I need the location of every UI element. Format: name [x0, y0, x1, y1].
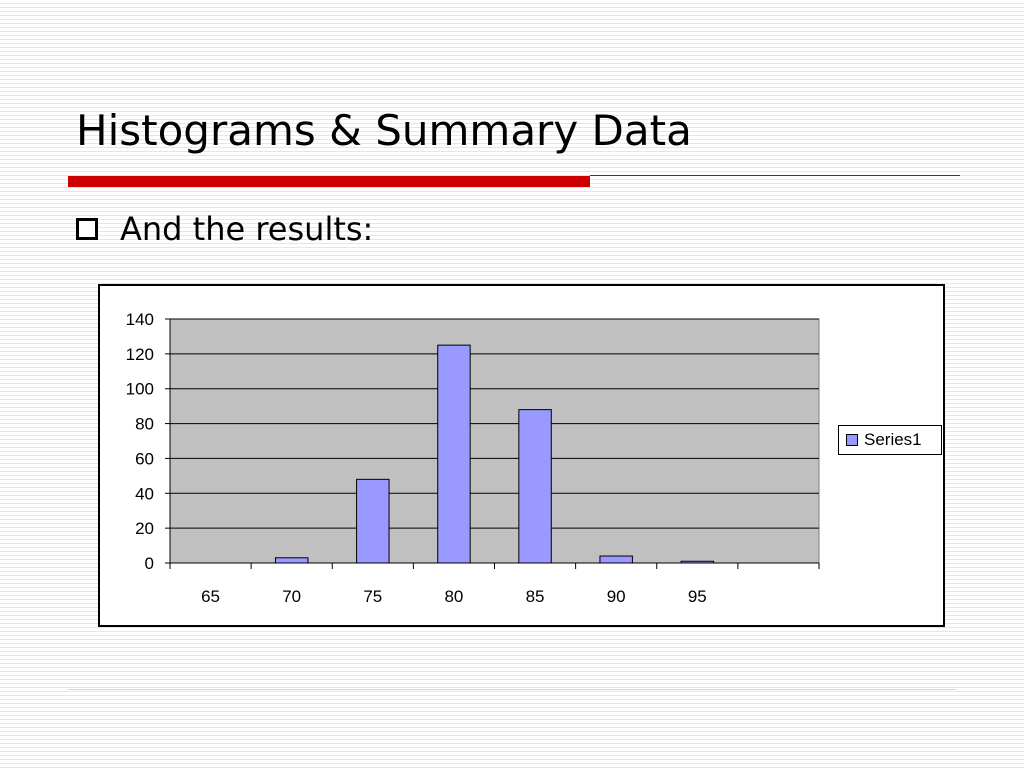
- y-tick-label: 20: [135, 519, 154, 538]
- slide-title: Histograms & Summary Data: [76, 106, 692, 155]
- histogram-chart: 0 20 40 60 80 100 120 140 65 70 75 80 85 90 95: [126, 310, 820, 606]
- plot-area: [169, 318, 820, 564]
- legend-label: Series1: [864, 430, 922, 449]
- bar: [356, 478, 390, 564]
- bullet-square-icon: [76, 218, 98, 240]
- title-underline-thin: [590, 175, 960, 176]
- title-underline-accent: [68, 176, 590, 187]
- y-tick-label: 60: [135, 449, 154, 468]
- y-tick-label: 40: [135, 484, 154, 503]
- bullet-text: And the results:: [120, 210, 374, 248]
- y-tick-label: 80: [135, 415, 154, 434]
- y-tick-label: 120: [126, 345, 154, 364]
- bar: [680, 560, 715, 564]
- x-tick-label: 85: [526, 587, 545, 606]
- bar: [518, 409, 552, 564]
- bar: [437, 344, 471, 564]
- x-tick-label: 80: [444, 587, 463, 606]
- chart-legend: Series1: [838, 425, 942, 455]
- footer-rule: [68, 689, 956, 690]
- bar: [599, 555, 633, 564]
- chart-frame: 0 20 40 60 80 100 120 140 65 70 75 80 85 90 95 Series1: [98, 284, 945, 627]
- x-tick-label: 70: [282, 587, 301, 606]
- x-tick-label: 95: [688, 587, 707, 606]
- x-tick-label: 90: [607, 587, 626, 606]
- y-tick-label: 100: [126, 380, 154, 399]
- y-tick-label: 140: [126, 310, 154, 329]
- x-tick-label: 65: [201, 587, 220, 606]
- bar: [274, 557, 309, 564]
- legend-swatch: [846, 434, 858, 446]
- y-tick-label: 0: [145, 554, 154, 573]
- x-tick-label: 75: [363, 587, 382, 606]
- bullet-item: And the results:: [76, 210, 373, 248]
